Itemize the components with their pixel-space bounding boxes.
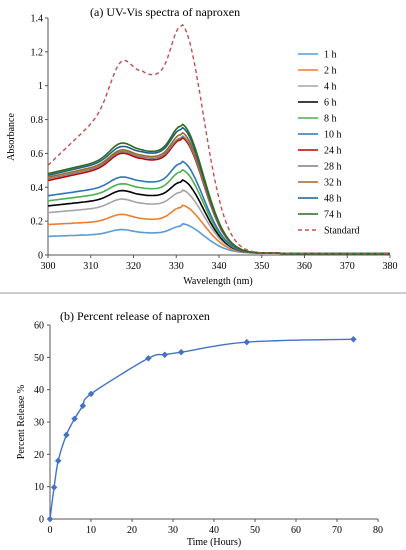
chart-b-x-tick-label: 50 <box>250 525 260 536</box>
chart-a-legend-label: 28 h <box>324 162 342 173</box>
chart-a-x-tick-label: 330 <box>169 261 184 272</box>
chart-b-y-tick-label: 50 <box>34 353 44 364</box>
chart-a-title: (a) UV-Vis spectra of naproxen <box>90 5 240 19</box>
percent-release-chart: (b) Percent release of naproxen 0 10 20 30 4… <box>16 309 383 548</box>
chart-b-y-tick-label: 20 <box>34 450 44 461</box>
chart-b-data-point <box>54 457 62 465</box>
chart-b-x-tick-label: 40 <box>209 525 219 536</box>
chart-a-x-tick-label: 320 <box>126 261 141 272</box>
chart-b-title: (b) Percent release of naproxen <box>60 309 210 323</box>
chart-b-data-point <box>177 348 185 356</box>
chart-b-y-tick-label: 60 <box>34 321 44 332</box>
chart-a-x-tick-label: 300 <box>41 261 56 272</box>
chart-a-x-tick-label: 380 <box>383 261 398 272</box>
chart-b-y-tick-label: 40 <box>34 385 44 396</box>
chart-b-data-point <box>63 431 70 439</box>
chart-b-data-point <box>145 354 152 362</box>
chart-b-x-tick-label: 10 <box>86 525 96 536</box>
chart-b-data-point <box>87 390 95 398</box>
chart-a-legend-label: 24 h <box>324 146 342 157</box>
chart-a-legend-label: 32 h <box>324 178 342 189</box>
chart-a-legend-label: 4 h <box>324 82 337 93</box>
chart-a-legend-label: 74 h <box>324 210 342 221</box>
chart-b-x-label: Time (Hours) <box>187 537 241 548</box>
chart-a-x-label: Wavelength (nm) <box>183 276 252 287</box>
chart-b-data-point <box>243 338 251 346</box>
chart-a-legend-label: 2 h <box>324 66 337 77</box>
chart-b-y-label: Percent Release % <box>16 385 27 459</box>
chart-a-y-tick-label: 0.4 <box>31 183 44 194</box>
chart-a-y-tick-label: 0.8 <box>31 115 44 126</box>
chart-a-legend-label: Standard <box>324 226 360 237</box>
chart-b-x-tick-label: 0 <box>48 525 53 536</box>
chart-b-x-tick-label: 60 <box>291 525 301 536</box>
chart-a-y-label: Absorbance <box>6 113 17 161</box>
chart-b-data-point <box>50 483 58 491</box>
chart-a-legend-label: 10 h <box>324 130 342 141</box>
chart-a-legend-label: 8 h <box>324 114 337 125</box>
uv-vis-chart: (a) UV-Vis spectra of naproxen 0 0.2 0.4 0.… <box>6 5 398 287</box>
chart-a-x-tick-label: 340 <box>212 261 227 272</box>
chart-a-x-tick-label: 360 <box>297 261 312 272</box>
chart-b-data-point <box>161 351 169 359</box>
chart-b-x-tick-label: 20 <box>127 525 137 536</box>
chart-b-x-tick-label: 70 <box>332 525 342 536</box>
chart-a-y-tick-label: 0 <box>38 251 43 262</box>
chart-b-x-tick-label: 30 <box>168 525 178 536</box>
chart-a-x-tick-label: 370 <box>340 261 355 272</box>
chart-b-y-tick-label: 0 <box>39 515 44 526</box>
chart-a-x-tick-label: 310 <box>83 261 98 272</box>
chart-b-data-point <box>79 402 87 410</box>
chart-a-series-line <box>47 123 390 255</box>
chart-a-y-tick-label: 0.6 <box>31 149 44 160</box>
chart-b-data-point <box>46 515 54 523</box>
chart-a-legend-label: 6 h <box>324 98 337 109</box>
chart-a-x-tick-label: 350 <box>254 261 269 272</box>
chart-b-x-tick-label: 80 <box>373 525 383 536</box>
chart-a-legend-label: 1 h <box>324 50 337 61</box>
chart-a-y-tick-label: 0.2 <box>31 217 44 228</box>
chart-a-y-tick-label: 1.4 <box>31 14 44 25</box>
chart-b-y-tick-label: 30 <box>34 418 44 429</box>
chart-b-data-point <box>350 335 357 343</box>
chart-b-data-point <box>71 415 78 423</box>
chart-b-series-line <box>49 338 354 520</box>
chart-a-y-tick-label: 1 <box>38 81 43 92</box>
chart-a-y-tick-label: 1.2 <box>31 47 44 58</box>
chart-a-legend-label: 48 h <box>324 194 342 205</box>
chart-b-y-tick-label: 10 <box>34 482 44 493</box>
